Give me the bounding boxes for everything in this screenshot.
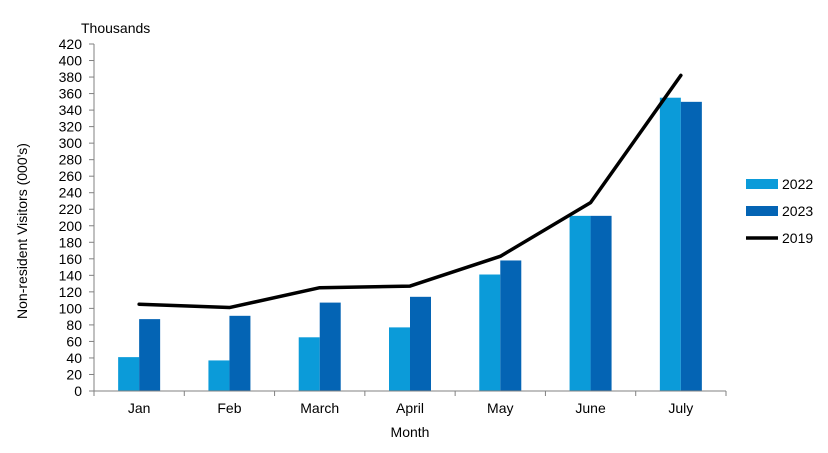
y-tick-label: 420 bbox=[59, 36, 83, 52]
y-tick-label: 240 bbox=[59, 185, 83, 201]
unit-label: Thousands bbox=[81, 20, 150, 36]
x-tick-label: Feb bbox=[217, 400, 241, 416]
y-tick-label: 260 bbox=[59, 168, 83, 184]
y-tick-label: 40 bbox=[66, 350, 82, 366]
line-series bbox=[137, 73, 683, 310]
x-tick-label: Jan bbox=[128, 400, 151, 416]
y-tick-label: 120 bbox=[59, 284, 83, 300]
y-tick-label: 200 bbox=[59, 218, 83, 234]
y-tick-label: 60 bbox=[66, 333, 82, 349]
y-tick-label: 100 bbox=[59, 300, 83, 316]
bar-2023-may bbox=[500, 260, 522, 391]
x-tick-label: June bbox=[575, 400, 606, 416]
bar-2022-feb bbox=[208, 360, 230, 391]
y-tick-label: 380 bbox=[59, 69, 83, 85]
x-axis-ticks: Jan Feb March April May June July bbox=[93, 391, 727, 416]
y-tick-label: 20 bbox=[66, 366, 82, 382]
x-tick-label: March bbox=[300, 400, 339, 416]
bar-2022-march bbox=[298, 337, 320, 391]
bar-2022-may bbox=[479, 274, 501, 391]
bar-2023-july bbox=[680, 101, 702, 391]
y-tick-label: 0 bbox=[74, 383, 82, 399]
y-tick-label: 360 bbox=[59, 86, 83, 102]
legend-label-2019: 2019 bbox=[782, 230, 813, 246]
legend-swatch-2023 bbox=[746, 206, 778, 216]
legend-label-2023: 2023 bbox=[782, 203, 813, 219]
bar-2022-april bbox=[389, 327, 410, 391]
y-tick-label: 300 bbox=[59, 135, 83, 151]
bar-2023-jan bbox=[139, 319, 161, 391]
x-axis-label: Month bbox=[391, 424, 430, 440]
bar-2023-march bbox=[319, 302, 341, 391]
y-tick-label: 400 bbox=[59, 53, 83, 69]
bar-2022-july bbox=[659, 97, 681, 391]
x-tick-label: May bbox=[487, 400, 513, 416]
bar-2023-april bbox=[410, 296, 431, 391]
legend-label-2022: 2022 bbox=[782, 176, 813, 192]
bar-2022-jan bbox=[118, 357, 140, 391]
y-tick-label: 160 bbox=[59, 251, 83, 267]
line-2019 bbox=[137, 73, 683, 310]
legend-swatch-2022 bbox=[746, 179, 778, 189]
y-tick-label: 80 bbox=[66, 317, 82, 333]
bars bbox=[118, 97, 702, 391]
y-axis-ticks: 0204060801001201401601802002202402602803… bbox=[59, 36, 94, 399]
legend: 2022 2023 2019 bbox=[746, 176, 813, 246]
y-tick-label: 280 bbox=[59, 152, 83, 168]
y-tick-label: 340 bbox=[59, 102, 83, 118]
x-tick-label: July bbox=[668, 400, 693, 416]
y-tick-label: 180 bbox=[59, 234, 83, 250]
y-axis-label: Non-resident Visitors (000's) bbox=[14, 143, 30, 319]
y-tick-label: 220 bbox=[59, 201, 83, 217]
y-tick-label: 320 bbox=[59, 119, 83, 135]
bar-2023-june bbox=[590, 215, 612, 391]
x-tick-label: April bbox=[396, 400, 424, 416]
bar-2022-june bbox=[569, 215, 591, 391]
bar-2023-feb bbox=[229, 315, 251, 391]
y-tick-label: 140 bbox=[59, 267, 83, 283]
